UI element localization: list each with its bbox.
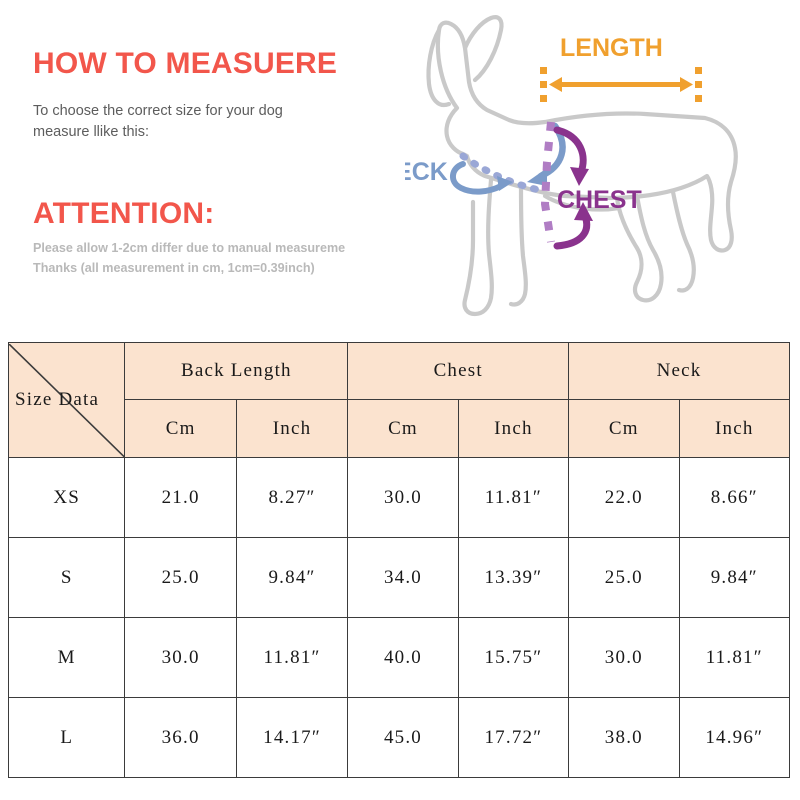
- length-measurement: LENGTH: [540, 34, 702, 102]
- cell-neck-cm: 38.0: [568, 697, 680, 778]
- size-chart-table: Size Data Back Length Chest Neck Cm Inch…: [7, 342, 791, 778]
- header-unit-neck-inch: Inch: [678, 399, 791, 458]
- chest-label: CHEST: [557, 186, 642, 214]
- table-body: XS 21.0 8.27″ 30.0 11.81″ 22.0 8.66″ S 2…: [7, 457, 791, 778]
- row-size-label: L: [7, 697, 126, 778]
- info-panel: HOW TO MEASUERE To choose the correct si…: [0, 0, 800, 335]
- row-size-label: S: [7, 537, 126, 618]
- cell-chest-cm: 34.0: [347, 537, 459, 618]
- cell-chest-inch: 13.39″: [457, 537, 570, 618]
- corner-size-data-cell: Size Data: [7, 342, 126, 458]
- length-label: LENGTH: [560, 34, 663, 62]
- header-group-neck: Neck: [568, 342, 790, 400]
- intro-line-1: To choose the correct size for your dog: [33, 102, 283, 119]
- chest-lower-arrow-icon: [553, 212, 591, 250]
- cell-back-length-inch: 8.27″: [235, 457, 349, 538]
- neck-hook-icon: [450, 161, 504, 195]
- cell-back-length-cm: 30.0: [124, 617, 237, 698]
- cell-neck-cm: 30.0: [568, 617, 680, 698]
- length-right-marker-icon: [695, 67, 702, 102]
- header-unit-back-length-inch: Inch: [235, 399, 349, 458]
- chest-lower-arrow-head-icon: [574, 202, 593, 221]
- cell-back-length-inch: 11.81″: [235, 617, 349, 698]
- header-unit-chest-cm: Cm: [347, 399, 459, 458]
- attention-line-1: Please allow 1-2cm differ due to manual …: [33, 241, 346, 256]
- neck-dotted-line-icon: [459, 152, 543, 194]
- cell-neck-cm: 22.0: [568, 457, 680, 538]
- table-header-unit-row: Cm Inch Cm Inch Cm Inch: [9, 399, 791, 458]
- corner-label: Size Data: [15, 389, 100, 410]
- cell-neck-inch: 9.84″: [678, 537, 791, 618]
- table-row: M 30.0 11.81″ 40.0 15.75″ 30.0 11.81″: [7, 617, 791, 698]
- chest-upper-arrow-head-icon: [570, 167, 589, 186]
- cell-back-length-cm: 21.0: [124, 457, 237, 538]
- cell-back-length-cm: 36.0: [124, 697, 237, 778]
- neck-hook-head-icon: [497, 176, 513, 191]
- cell-back-length-inch: 9.84″: [235, 537, 349, 618]
- cell-chest-inch: 11.81″: [457, 457, 570, 538]
- attention-title: ATTENTION:: [33, 196, 215, 230]
- header-unit-chest-inch: Inch: [457, 399, 570, 458]
- dog-measurement-diagram: LENGTH NECK: [405, 4, 800, 334]
- table-header-group-row: Size Data Back Length Chest Neck: [7, 342, 790, 458]
- header-unit-neck-cm: Cm: [568, 399, 680, 458]
- intro-line-2: measure llike this:: [33, 123, 150, 140]
- table-header: Size Data Back Length Chest Neck Cm Inch…: [7, 342, 791, 458]
- cell-neck-inch: 8.66″: [678, 457, 791, 538]
- cell-chest-inch: 17.72″: [457, 697, 570, 778]
- table-row: S 25.0 9.84″ 34.0 13.39″ 25.0 9.84″: [7, 537, 791, 618]
- chest-measurement: CHEST: [540, 121, 642, 250]
- header-unit-back-length-cm: Cm: [124, 399, 237, 458]
- attention-note: Please allow 1-2cm differ due to manual …: [33, 239, 453, 278]
- cell-chest-cm: 45.0: [347, 697, 459, 778]
- neck-label: NECK: [405, 158, 448, 186]
- cell-chest-inch: 15.75″: [457, 617, 570, 698]
- chest-upper-arrow-icon: [553, 126, 587, 176]
- intro-text: To choose the correct size for your dog …: [33, 101, 333, 143]
- instruction-text-column: HOW TO MEASUERE To choose the correct si…: [33, 48, 453, 278]
- chest-dotted-line-icon: [540, 121, 555, 243]
- cell-chest-cm: 40.0: [347, 617, 459, 698]
- cell-back-length-inch: 14.17″: [235, 697, 349, 778]
- cell-chest-cm: 30.0: [347, 457, 459, 538]
- cell-neck-inch: 11.81″: [678, 617, 791, 698]
- attention-line-2: Thanks (all measurement in cm, 1cm=0.39i…: [33, 260, 315, 275]
- length-left-marker-icon: [540, 67, 547, 102]
- row-size-label: M: [7, 617, 126, 698]
- neck-arrow-head-icon: [527, 168, 547, 186]
- page-title: HOW TO MEASUERE: [33, 47, 338, 80]
- length-arrow-icon: [549, 77, 693, 92]
- cell-back-length-cm: 25.0: [124, 537, 237, 618]
- header-group-back-length: Back Length: [124, 342, 349, 400]
- cell-neck-inch: 14.96″: [678, 697, 791, 778]
- table-row: L 36.0 14.17″ 45.0 17.72″ 38.0 14.96″: [7, 697, 791, 778]
- row-size-label: XS: [7, 457, 126, 538]
- header-group-chest: Chest: [347, 342, 570, 400]
- corner-diagonal-line-icon: [9, 344, 124, 457]
- neck-measurement: NECK: [405, 122, 566, 195]
- table-row: XS 21.0 8.27″ 30.0 11.81″ 22.0 8.66″: [7, 457, 791, 538]
- cell-neck-cm: 25.0: [568, 537, 680, 618]
